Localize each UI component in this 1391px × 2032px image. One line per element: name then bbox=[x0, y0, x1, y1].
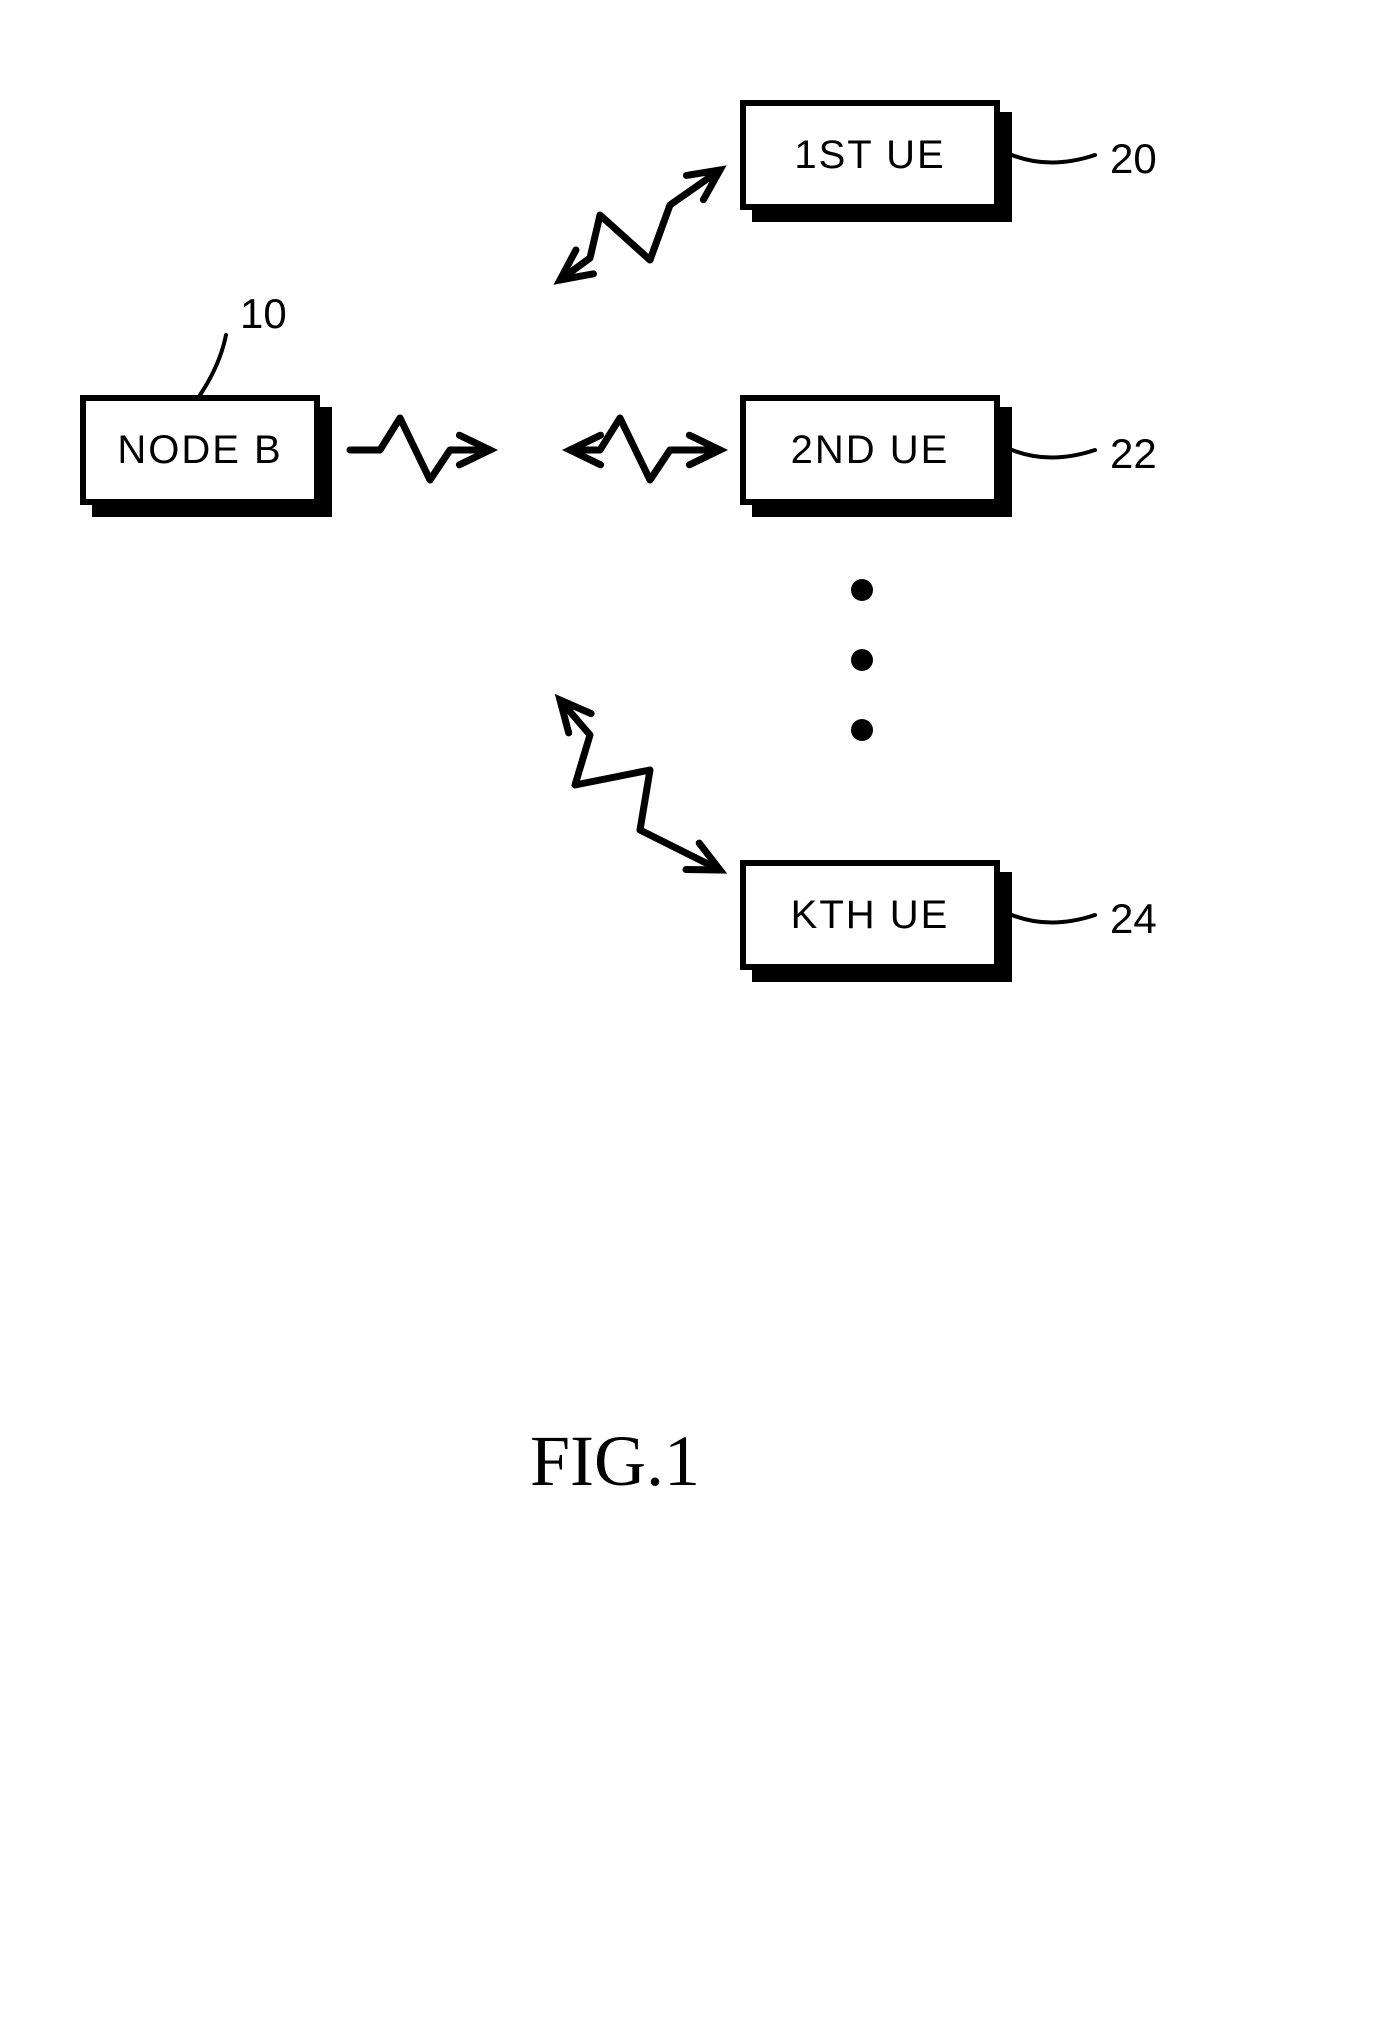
diagram-canvas: NODE B 1ST UE 2ND UE KTH UE 10 20 22 24 … bbox=[0, 0, 1391, 2032]
uek-ref-label: 24 bbox=[1110, 895, 1157, 943]
uek-box: KTH UE bbox=[740, 860, 1000, 970]
ellipsis-dot bbox=[851, 719, 873, 741]
figure-title: FIG.1 bbox=[530, 1420, 700, 1503]
node-b-ref-label: 10 bbox=[240, 290, 287, 338]
uek-label: KTH UE bbox=[791, 893, 950, 938]
ue1-box: 1ST UE bbox=[740, 100, 1000, 210]
ellipsis-dot bbox=[851, 579, 873, 601]
arrows-overlay bbox=[0, 0, 1391, 2032]
ue2-label: 2ND UE bbox=[791, 428, 950, 473]
ellipsis-dot bbox=[851, 649, 873, 671]
ue2-ref-label: 22 bbox=[1110, 430, 1157, 478]
node-b-label: NODE B bbox=[117, 428, 282, 473]
ue2-box: 2ND UE bbox=[740, 395, 1000, 505]
ue1-label: 1ST UE bbox=[794, 133, 945, 178]
node-b-box: NODE B bbox=[80, 395, 320, 505]
ue1-ref-label: 20 bbox=[1110, 135, 1157, 183]
